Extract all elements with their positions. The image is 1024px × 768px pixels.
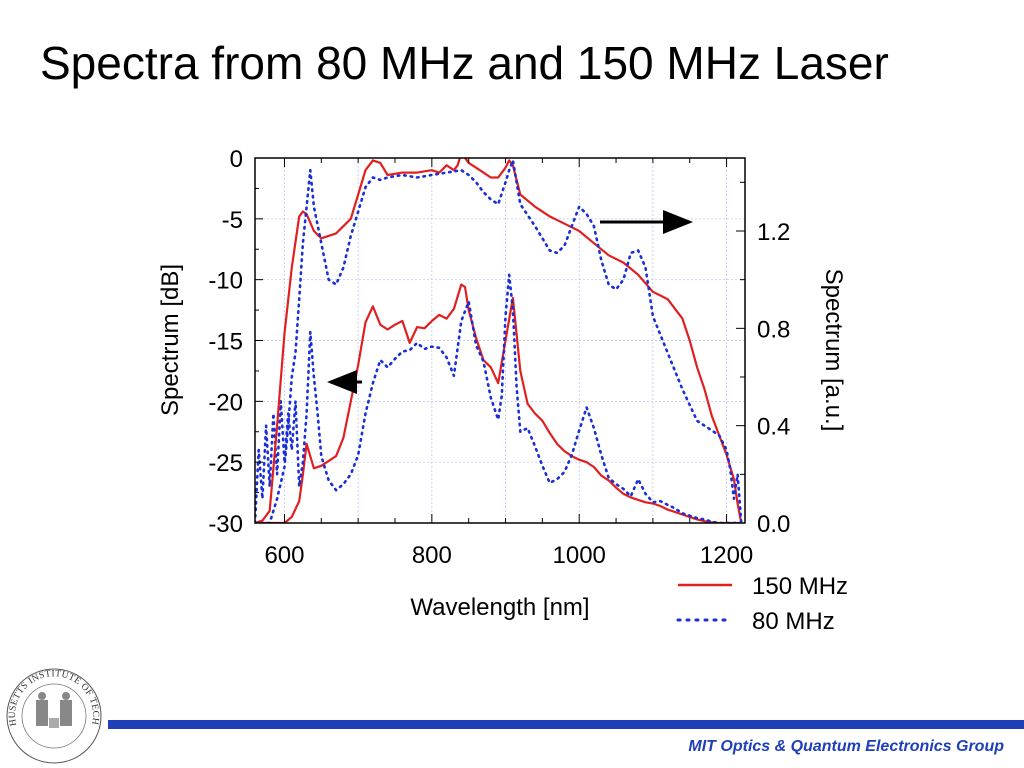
grid <box>255 157 745 524</box>
y-left-tick-label: 0 <box>230 146 243 173</box>
footer-text: MIT Optics & Quantum Electronics Group <box>688 738 1004 755</box>
mit-seal-logo: MASSACHUSETTS INSTITUTE OF TECHNOLOGY <box>2 666 102 764</box>
y-left-tick-label: -25 <box>208 450 243 477</box>
x-axis-title: Wavelength [nm] <box>410 594 589 621</box>
y-left-tick-label: -20 <box>208 389 243 416</box>
spectrum-chart: 600 800 1000 1200 0 -5 -10 -15 -20 -25 -30 0.0 0.4 0.… <box>157 146 848 635</box>
x-tick-label: 1000 <box>553 542 606 569</box>
x-tick-label: 600 <box>264 542 304 569</box>
slide-title: Spectra from 80 MHz and 150 MHz Laser <box>40 37 889 89</box>
series-line-150mhz-right <box>255 158 743 523</box>
series-line-150mhz-left <box>255 283 742 523</box>
y-axis-left-title: Spectrum [dB] <box>157 264 184 416</box>
series-line-80mhz-left <box>255 273 743 523</box>
footer-bar <box>108 720 1024 729</box>
y-left-tick-label: -30 <box>208 511 243 538</box>
y-right-tick-label: 0.4 <box>757 414 790 441</box>
seal-lettering: MASSACHUSETTS INSTITUTE OF TECHNOLOGY <box>2 666 100 727</box>
y-left-tick-label: -15 <box>208 329 243 356</box>
ticks: 600 800 1000 1200 0 -5 -10 -15 -20 -25 -30 0.0 0.4 0.… <box>208 146 790 569</box>
series-line-80mhz-right <box>255 159 743 523</box>
x-tick-label: 800 <box>412 542 452 569</box>
y-right-tick-label: 1.2 <box>757 219 790 246</box>
legend-label-150mhz: 150 MHz <box>752 573 848 600</box>
y-axis-right-title: Spectrum [a.u.] <box>820 269 847 432</box>
legend-label-80mhz: 80 MHz <box>752 608 835 635</box>
series-layer <box>255 158 743 523</box>
y-right-tick-label: 0.0 <box>757 511 790 538</box>
x-tick-label: 1200 <box>700 542 753 569</box>
y-left-tick-label: -10 <box>208 268 243 295</box>
y-right-tick-label: 0.8 <box>757 316 790 343</box>
legend: 150 MHz 80 MHz <box>676 573 848 635</box>
y-left-tick-label: -5 <box>222 207 243 234</box>
